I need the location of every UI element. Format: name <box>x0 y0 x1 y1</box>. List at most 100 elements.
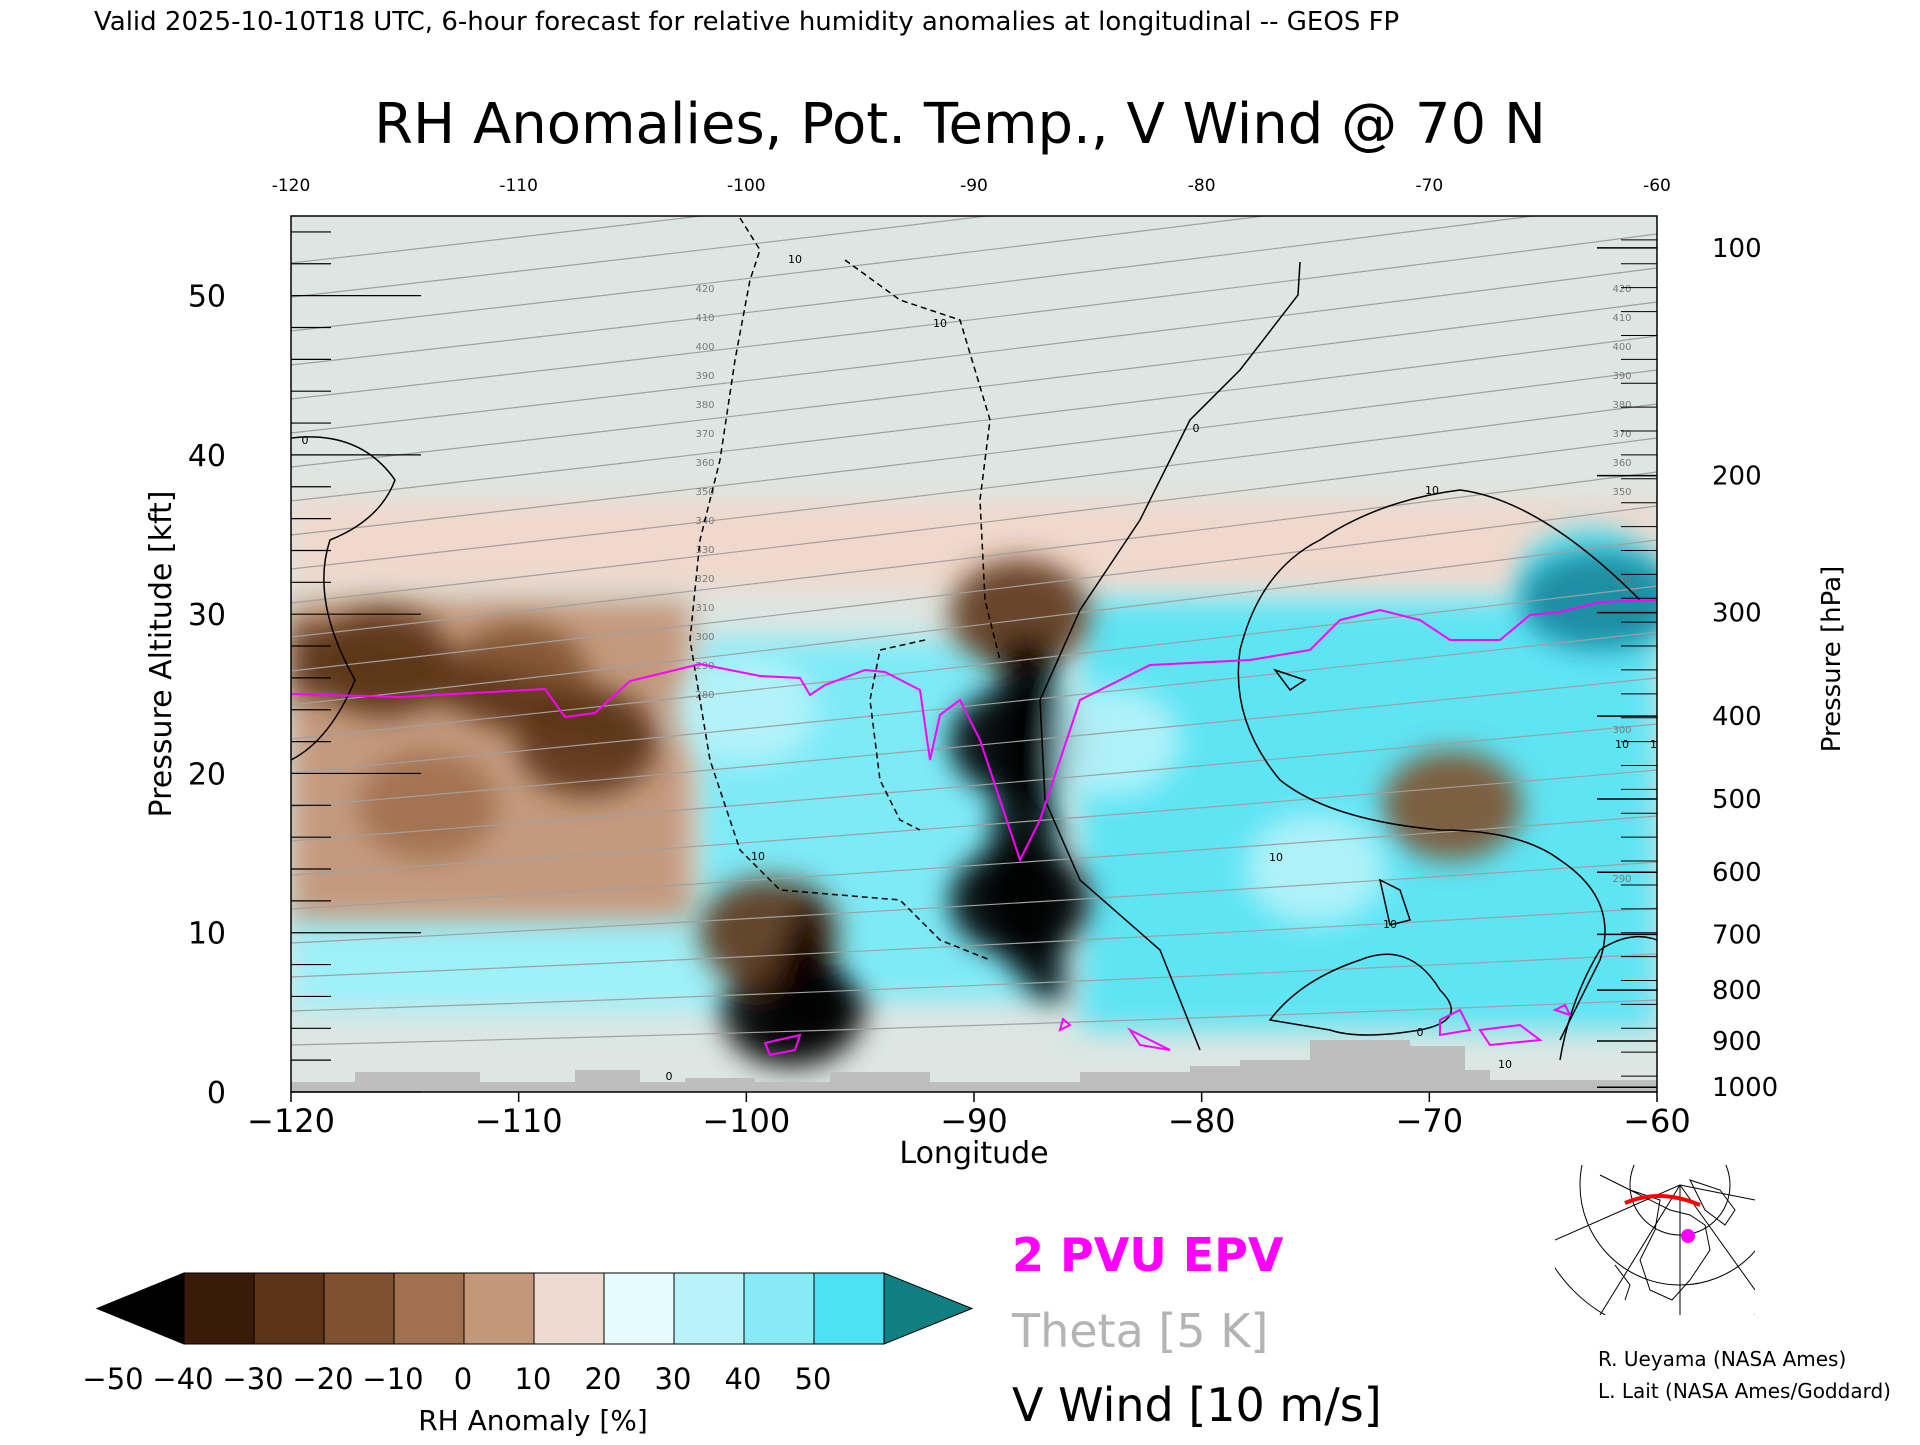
theta-line-19 <box>291 233 1657 400</box>
inset-map <box>1555 1165 1755 1315</box>
wind-label-2: 10 <box>751 850 765 863</box>
theta-label-left-11: 310 <box>695 603 714 614</box>
y-tick-label-left-0: 0 <box>207 1076 226 1111</box>
epv-loop-4 <box>1478 1023 1543 1047</box>
y-tick-label-left-5: 50 <box>188 280 226 315</box>
x-tick-label-top-6: -60 <box>1643 176 1671 196</box>
theta-line-5 <box>291 769 1657 876</box>
colorbar-segment-6 <box>603 1272 675 1345</box>
teal-max <box>1520 550 1657 650</box>
y-tick-label-right-4: 500 <box>1712 785 1762 815</box>
legend-epv: 2 PVU EPV <box>1012 1228 1284 1282</box>
rh-patch-10 <box>1040 686 1181 797</box>
theta-label-right-9: 300 <box>1612 725 1631 736</box>
colorbar-segment-5 <box>533 1272 605 1345</box>
wind-zero-line-west <box>291 436 396 761</box>
colorbar-segment-1 <box>253 1272 325 1345</box>
valid-line: Valid 2025-10-10T18 UTC, 6-hour forecast… <box>94 7 1399 37</box>
map-meridian-5 <box>1679 1184 1755 1201</box>
theta-label-right-0: 420 <box>1612 284 1631 295</box>
theta-label-left-1: 410 <box>695 313 714 324</box>
theta-line-2 <box>291 907 1657 978</box>
theta-contours: 4204104003903803703603503403303203103002… <box>291 216 1657 1046</box>
colorbar-segment-4 <box>463 1272 535 1345</box>
x-tick-label-bottom-4: −80 <box>1168 1102 1236 1140</box>
colorbar: −50 −40 −30 −20 −10 0 10 20 30 40 50 <box>82 1272 974 1396</box>
wind-zero-line-main <box>1039 261 1301 1051</box>
theta-line-4 <box>291 815 1657 910</box>
wind-label-10: 0 <box>666 1070 673 1083</box>
map-track <box>1624 1193 1701 1207</box>
theta-line-12 <box>291 471 1657 638</box>
x-tick-label-top-4: -80 <box>1188 176 1216 196</box>
theta-label-right-7: 350 <box>1612 487 1631 498</box>
theta-line-17 <box>291 301 1657 468</box>
wind-pos-10-line <box>1237 489 1641 1041</box>
theta-label-left-3: 390 <box>695 371 714 382</box>
wind-label-6: 10 <box>1383 918 1397 931</box>
theta-line-1 <box>291 953 1657 1012</box>
wind-label-5: 10 <box>1269 851 1283 864</box>
theta-line-9 <box>291 585 1657 740</box>
x-tick-label-top-2: -100 <box>727 176 766 196</box>
topography <box>291 1040 1657 1092</box>
wind-label-8: 10 <box>1615 738 1629 751</box>
epv-loop-2 <box>1127 1027 1171 1051</box>
rh-dark-column <box>985 640 1065 1000</box>
wind-small-loop-2 <box>1378 878 1411 926</box>
map-marker <box>1681 1229 1695 1243</box>
y-tick-label-left-1: 10 <box>188 917 226 952</box>
rh-patch-11 <box>1245 814 1386 925</box>
colorbar-tick-label-7: 20 <box>585 1362 622 1396</box>
epv-loop-6 <box>1552 1003 1572 1017</box>
wind-label-1: 10 <box>933 317 947 330</box>
y-tick-label-right-5: 600 <box>1712 858 1762 888</box>
x-tick-label-bottom-0: −120 <box>247 1102 335 1140</box>
rh-patch-3 <box>357 750 498 861</box>
theta-label-left-2: 400 <box>695 342 714 353</box>
theta-label-right-4: 380 <box>1612 400 1631 411</box>
legend-theta: Theta [5 K] <box>1011 1304 1268 1358</box>
epv-contour <box>291 599 1657 1057</box>
map-coastline-1 <box>1599 1174 1711 1301</box>
theta-line-13 <box>291 437 1657 604</box>
inset-map-background <box>1555 1165 1755 1315</box>
theta-line-14 <box>291 403 1657 570</box>
x-tick-label-top-1: -110 <box>499 176 538 196</box>
theta-line-10 <box>291 539 1657 706</box>
theta-label-right-1: 410 <box>1612 313 1631 324</box>
colorbar-segment-8 <box>743 1272 815 1345</box>
theta-line-21 <box>291 216 1269 332</box>
colorbar-tick-label-6: 10 <box>515 1362 552 1396</box>
x-tick-label-top-3: -90 <box>960 176 988 196</box>
wind-neg-line-2 <box>844 259 1001 661</box>
epv-loop-5 <box>763 1033 802 1057</box>
theta-label-left-6: 360 <box>695 458 714 469</box>
y-tick-label-left-2: 20 <box>188 757 226 792</box>
axes: −120 −110 −100 −90 −80 −70 −60 -120 -110 -100 -90 -… <box>188 176 1778 1140</box>
x-tick-label-top-0: -120 <box>272 176 311 196</box>
theta-label-left-7: 350 <box>695 487 714 498</box>
wind-label-11: 10 <box>1498 1058 1512 1071</box>
theta-label-left-5: 370 <box>695 429 714 440</box>
theta-line-0 <box>291 999 1657 1046</box>
theta-line-7 <box>291 677 1657 808</box>
wind-contours: 10 10 10 0 0 10 10 10 10 0 0 10 10 <box>291 217 1664 1083</box>
y-tick-label-right-1: 200 <box>1712 462 1762 492</box>
theta-line-8 <box>291 631 1657 774</box>
wind-label-12: 10 <box>1650 738 1664 751</box>
rh-patch-13 <box>676 654 817 765</box>
rh-dark-triangle <box>755 880 870 1050</box>
theta-line-15 <box>291 369 1657 536</box>
theta-label-right-10: 290 <box>1612 874 1631 885</box>
y-tick-label-right-0: 100 <box>1712 234 1762 264</box>
wind-small-loop-1 <box>1272 668 1307 692</box>
theta-label-left-13: 290 <box>695 661 714 672</box>
colorbar-tick-label-4: −10 <box>362 1362 423 1396</box>
map-meridian-2 <box>1599 1184 1681 1315</box>
x-tick-label-bottom-1: −110 <box>475 1102 563 1140</box>
theta-line-11 <box>291 505 1657 672</box>
theta-label-right-5: 370 <box>1612 429 1631 440</box>
